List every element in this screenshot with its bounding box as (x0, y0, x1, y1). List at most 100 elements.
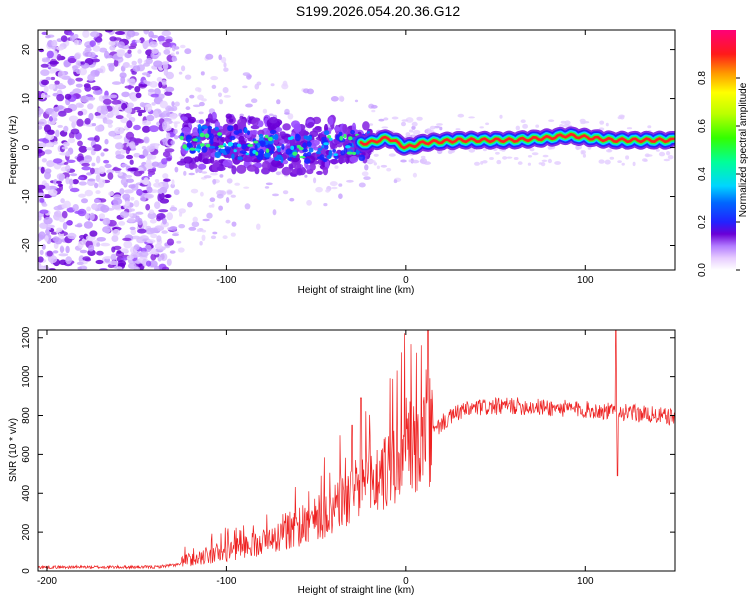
spectrum-blob (296, 168, 303, 176)
spectrum-blob (199, 132, 205, 138)
spectrum-blob (342, 123, 348, 134)
spectrum-blob (38, 138, 48, 142)
spectrum-blob (617, 160, 622, 164)
spectrum-blob (329, 137, 333, 141)
spectrum-blob (107, 112, 114, 118)
spectrum-blob (58, 173, 65, 182)
spectrum-blob (225, 219, 231, 224)
spectrum-blob (109, 36, 117, 42)
spectrum-blob (74, 224, 83, 228)
spectrum-blob (227, 141, 234, 147)
spectrum-blob (162, 63, 169, 70)
spectrum-blob (256, 81, 262, 86)
spectrum-blob (88, 112, 94, 121)
spectrum-blob (449, 149, 455, 154)
spectrum-blob (146, 114, 155, 122)
spectrum-blob (75, 83, 83, 88)
spectrum-blob (643, 159, 648, 162)
spectrum-blob (63, 161, 69, 165)
spectrum-blob (81, 162, 90, 167)
spectrum-blob (231, 221, 237, 227)
y-tick-label: 10 (21, 93, 32, 105)
spectrum-blob (343, 133, 347, 139)
spectrum-blob (58, 253, 69, 257)
spectrum-blob (236, 143, 242, 148)
spectrum-blob (45, 133, 55, 141)
spectrum-blob (81, 198, 88, 204)
spectrum-blob (83, 155, 93, 163)
spectrum-blob (315, 186, 323, 193)
spectrum-blob (91, 123, 97, 127)
spectrum-blob (455, 128, 461, 131)
spectrum-blob (405, 117, 414, 123)
spectrum-blob (210, 76, 219, 81)
spectrum-blob (209, 197, 216, 202)
spectrum-blob (181, 65, 186, 72)
spectrum-blob (281, 166, 292, 176)
spectrum-blob (173, 121, 181, 124)
spectrum-blob (45, 76, 52, 81)
spectrum-blob (79, 249, 88, 254)
spectrum-blob (95, 115, 105, 119)
spectrum-blob (153, 182, 163, 188)
spectrum-blob (56, 180, 62, 184)
spectrum-blob (621, 162, 625, 166)
spectrum-blob (48, 83, 56, 90)
spectrum-blob (95, 190, 101, 195)
spectrum-blob (189, 94, 195, 99)
spectrum-blob (604, 159, 611, 165)
spectrum-blob (439, 126, 443, 131)
spectrum-blob (165, 86, 175, 93)
spectrum-blob (120, 248, 129, 253)
spectrum-blob (118, 221, 126, 226)
spectrum-blob (182, 144, 188, 149)
spectrum-blob (141, 179, 149, 185)
spectrum-blob (231, 165, 237, 175)
spectrum-blob (202, 218, 210, 222)
spectrum-blob (38, 142, 47, 149)
spectrum-blob (129, 141, 136, 150)
spectrum-blob (150, 233, 158, 239)
spectrum-blob (154, 179, 160, 183)
spectrum-blob (267, 136, 273, 142)
spectrum-blob (547, 158, 553, 164)
spectrum-blob (150, 93, 160, 98)
spectrum-blob (137, 49, 142, 54)
spectrum-blob (38, 256, 44, 263)
spectrum-blob (185, 97, 189, 103)
x-tick-label: -200 (37, 576, 57, 587)
spectrum-blob (38, 125, 43, 130)
spectrum-blob (175, 51, 180, 55)
spectrum-blob (247, 143, 254, 147)
spectrum-blob (290, 136, 294, 140)
colorbar-ticks: 0.0 0.2 0.4 0.6 0.8 (697, 71, 740, 277)
spectrum-blob (412, 129, 421, 135)
spectrum-blob (150, 253, 157, 261)
spectrum-blob (242, 85, 248, 89)
spectrum-blob (226, 178, 233, 184)
spectrum-blob (154, 243, 163, 250)
spectrum-blob (112, 228, 120, 237)
spectrum-blob (78, 67, 87, 76)
spectrum-blob (73, 39, 79, 46)
spectrum-blob (44, 235, 49, 242)
spectrum-blob (329, 181, 338, 187)
y-tick-label: 400 (21, 484, 32, 501)
spectrum-blob (126, 30, 136, 38)
spectrum-blob (45, 35, 51, 39)
spectrum-blob (304, 158, 311, 164)
spectrum-blob (57, 82, 64, 90)
spectrum-blob (346, 151, 353, 155)
spectrum-blob (166, 212, 173, 221)
spectrum-blob (237, 118, 247, 128)
spectrum-blob (218, 54, 222, 61)
spectrogram-image (38, 30, 675, 270)
spectrum-blob (94, 135, 100, 143)
spectrum-blob (44, 171, 51, 180)
spectrum-blob (70, 128, 80, 135)
spectrum-blob (128, 213, 133, 217)
spectrum-blob (56, 93, 65, 102)
spectrum-blob (88, 244, 95, 252)
spectrum-blob (131, 70, 137, 75)
spectrum-blob (376, 165, 380, 170)
